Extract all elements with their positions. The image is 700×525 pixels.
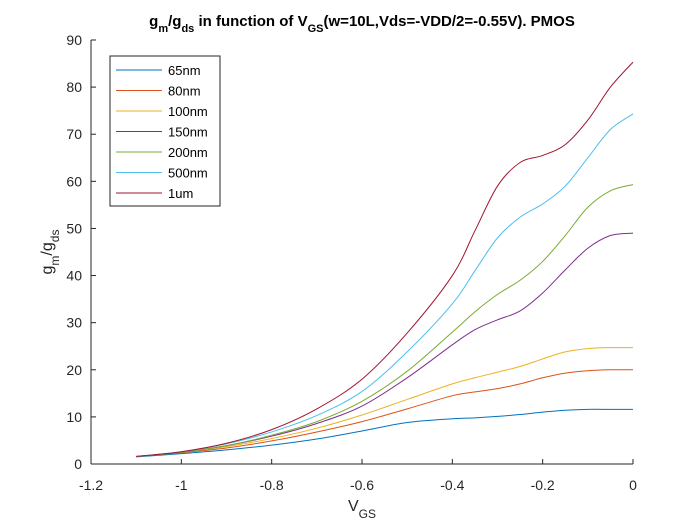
x-tick-label: -1.2 [79,477,103,493]
y-tick-label: 30 [66,315,82,331]
y-tick-label: 10 [66,409,82,425]
x-tick-label: 0 [629,477,637,493]
y-tick-label: 70 [66,126,82,142]
series-line-65nm [136,408,633,458]
axis-ticks: -1.2 -1 -0.8 -0.6 -0.4 -0.2 0 0 10 20 30 40 50 60 70 80… [66,32,637,493]
x-axis-label: VGS [348,498,376,521]
legend-label: 500nm [168,166,208,181]
legend-label: 80nm [168,84,201,99]
y-tick-label: 90 [66,32,82,48]
series-line-80nm [136,369,634,457]
legend-label: 150nm [168,125,208,140]
y-tick-label: 50 [66,220,82,236]
legend-label: 1um [168,186,193,201]
series-line-1um [136,61,634,457]
legend-label: 100nm [168,104,208,119]
legend-label: 65nm [168,63,201,78]
y-tick-label: 20 [66,362,82,378]
y-tick-label: 0 [74,456,82,472]
y-tick-label: 80 [66,79,82,95]
x-tick-label: -0.6 [350,477,374,493]
chart-title: gm/gds in function of VGS(w=10L,Vds=-VDD… [149,13,575,35]
y-axis-label: gm/gds [39,230,62,275]
x-tick-label: -1 [175,477,188,493]
x-tick-label: -0.4 [440,477,464,493]
series-lines [136,61,634,458]
legend-label: 200nm [168,145,208,160]
x-tick-label: -0.8 [260,477,284,493]
series-line-100nm [136,347,634,457]
series-line-200nm [136,184,634,457]
y-tick-label: 60 [66,173,82,189]
series-line-500nm [136,113,634,457]
legend: 65nm 80nm 100nm 150nm 200nm 500nm 1um [109,55,221,207]
y-tick-label: 40 [66,268,82,284]
x-tick-label: -0.2 [531,477,555,493]
